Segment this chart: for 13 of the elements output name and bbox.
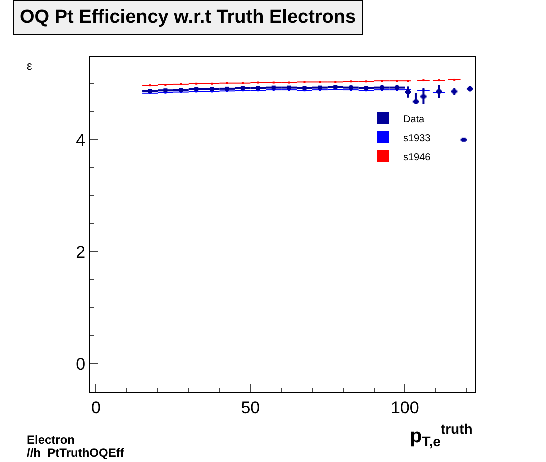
y-tick-label: 0: [76, 354, 86, 374]
y-tick-label: 2: [76, 242, 86, 262]
legend-label: Data: [404, 114, 426, 126]
y-tick-label: 4: [76, 130, 86, 150]
text: //h_PtTruthOQEff: [27, 446, 126, 460]
legend-label: s1946: [404, 152, 432, 164]
legend-label: s1933: [404, 133, 432, 144]
x-tick-label: 50: [241, 398, 260, 418]
text: Electron: [27, 433, 76, 447]
x-tick-label: 100: [390, 398, 420, 418]
y-axis-title: ε: [27, 59, 33, 73]
x-tick-label: 0: [91, 398, 101, 418]
chart-title: OQ Pt Efficiency w.r.t Truth Electrons: [20, 7, 356, 28]
